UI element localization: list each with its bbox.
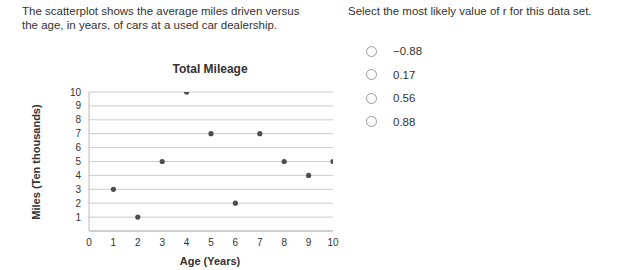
svg-text:9: 9 — [75, 100, 81, 111]
html-text:Select the most likely value o: Select the most likely value of r for th… — [348, 5, 592, 17]
svg-text:1: 1 — [75, 212, 81, 223]
svg-text:4: 4 — [75, 170, 81, 181]
html-text:Miles (Ten thousands): Miles (Ten thousands) — [30, 104, 42, 220]
html-text:the age, in years, of cars at: the age, in years, of cars at a used car… — [22, 19, 278, 31]
svg-text:3: 3 — [159, 237, 165, 248]
html-text:Age (Years): Age (Years) — [179, 255, 241, 267]
html-text:The scatterplot shows the aver: The scatterplot shows the average miles … — [22, 5, 300, 17]
svg-text:5: 5 — [75, 156, 81, 167]
svg-text:5: 5 — [208, 237, 214, 248]
svg-text:0: 0 — [86, 237, 92, 248]
svg-text:3: 3 — [75, 184, 81, 195]
svg-text:7: 7 — [75, 128, 81, 139]
svg-text:4: 4 — [184, 237, 190, 248]
html-text:0.56: 0.56 — [393, 92, 416, 104]
svg-text:6: 6 — [75, 142, 81, 153]
html-text:Total Mileage: Total Mileage — [172, 62, 248, 76]
svg-text:8: 8 — [281, 237, 287, 248]
html-text:−0.88: −0.88 — [393, 45, 423, 57]
svg-text:7: 7 — [257, 237, 263, 248]
svg-text:2: 2 — [75, 198, 81, 209]
svg-text:2: 2 — [135, 237, 141, 248]
svg-text:1: 1 — [111, 237, 117, 248]
svg-text:10: 10 — [70, 87, 82, 98]
html-text:0.88: 0.88 — [393, 115, 416, 128]
svg-text:6: 6 — [233, 237, 239, 248]
svg-text:9: 9 — [306, 237, 312, 248]
svg-text:10: 10 — [327, 237, 339, 248]
svg-text:8: 8 — [75, 114, 81, 125]
html-text:0.17: 0.17 — [393, 68, 416, 81]
